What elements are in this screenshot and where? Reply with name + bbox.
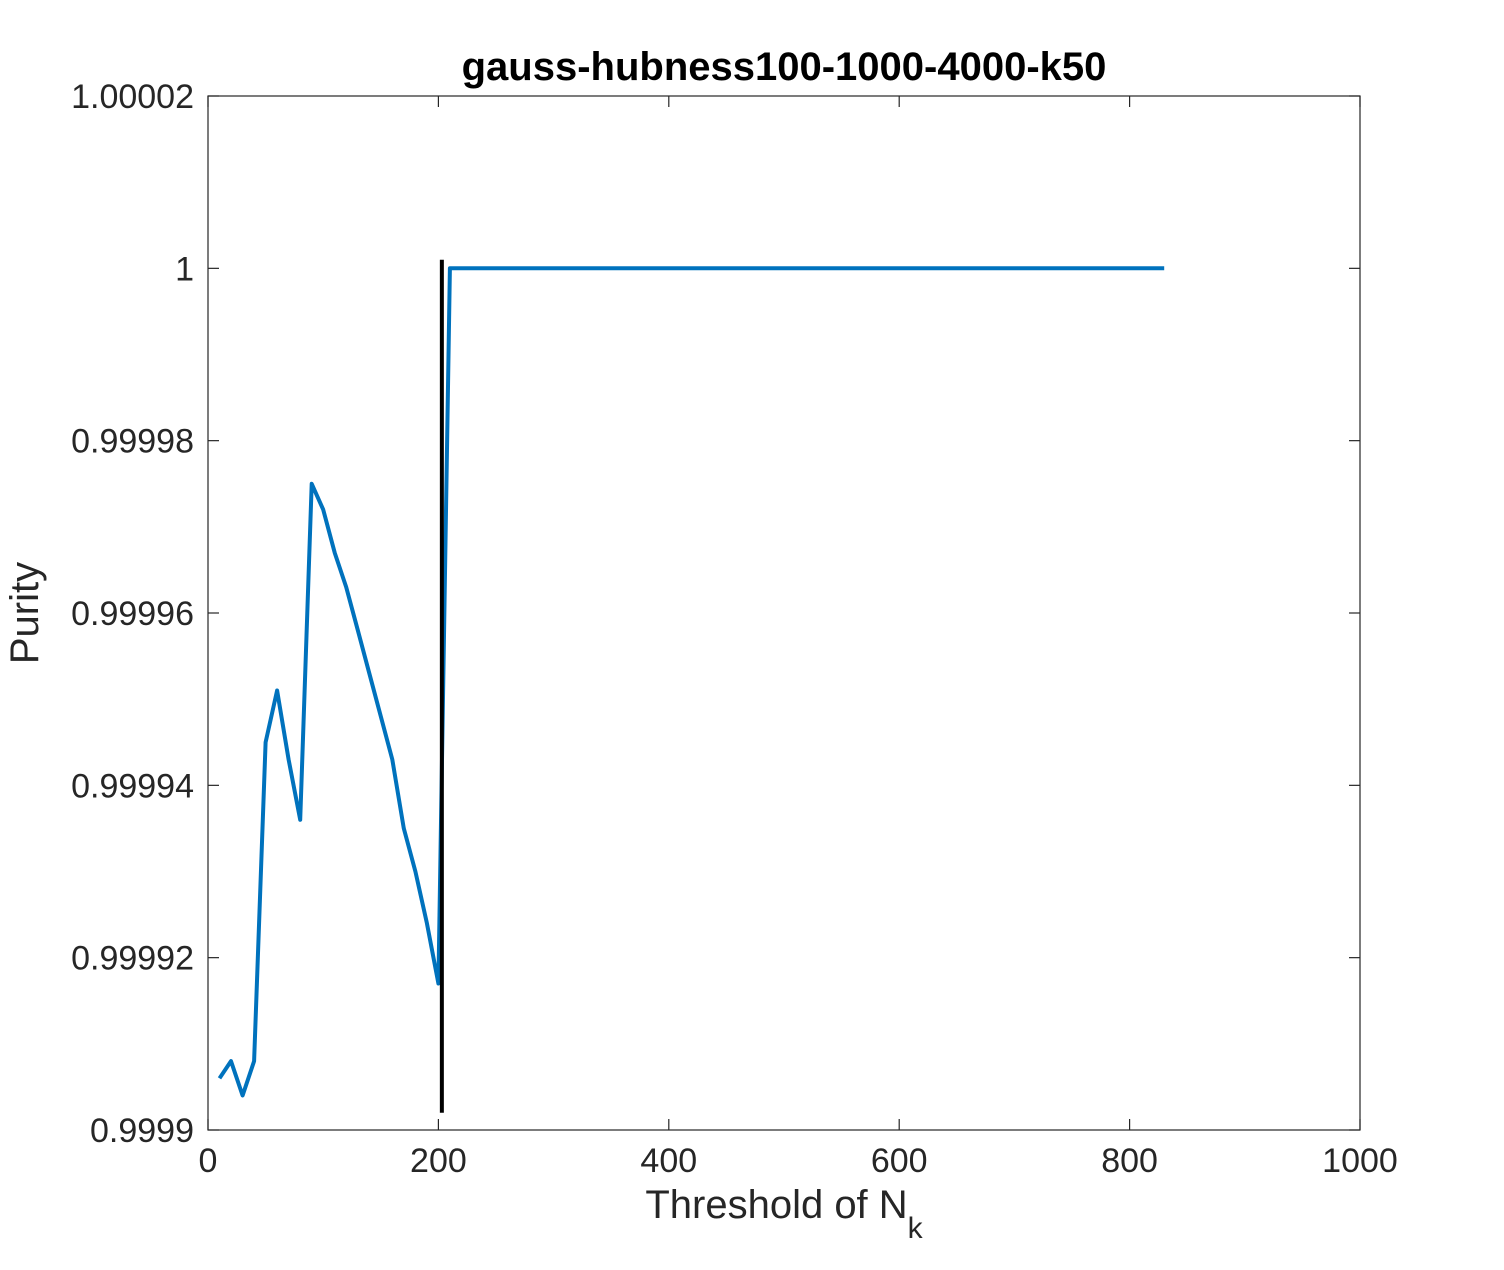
x-tick-label: 200: [410, 1142, 467, 1180]
y-tick-label: 0.99992: [71, 940, 194, 978]
y-tick-label: 0.99998: [71, 423, 194, 461]
y-tick-label: 0.99996: [71, 595, 194, 633]
x-tick-label: 800: [1101, 1142, 1158, 1180]
x-tick-label: 0: [199, 1142, 218, 1180]
purity-series-line: [217, 266, 1165, 1098]
y-tick-label: 0.99994: [71, 767, 194, 805]
chart-title: gauss-hubness100-1000-4000-k50: [462, 45, 1107, 89]
plot-area: [208, 96, 1360, 1130]
tick-labels: 0 200 400 600 800 1000 0.9999 0.99992 0.99994 0.9…: [71, 78, 1398, 1180]
y-tick-label: 1: [175, 250, 194, 288]
y-tick-label: 1.00002: [71, 78, 194, 116]
axes-box: [207, 95, 1361, 1131]
x-axis-title-main: Threshold of N: [645, 1183, 907, 1227]
x-tick-label: 1000: [1322, 1142, 1398, 1180]
x-axis-title: Threshold of Nk: [645, 1183, 923, 1245]
x-tick-label: 400: [640, 1142, 697, 1180]
y-axis-title: Purity: [3, 562, 47, 664]
x-tick-label: 600: [871, 1142, 928, 1180]
x-axis-title-subscript: k: [908, 1212, 924, 1245]
y-tick-label: 0.9999: [90, 1112, 194, 1150]
series-layer: [217, 259, 1165, 1113]
